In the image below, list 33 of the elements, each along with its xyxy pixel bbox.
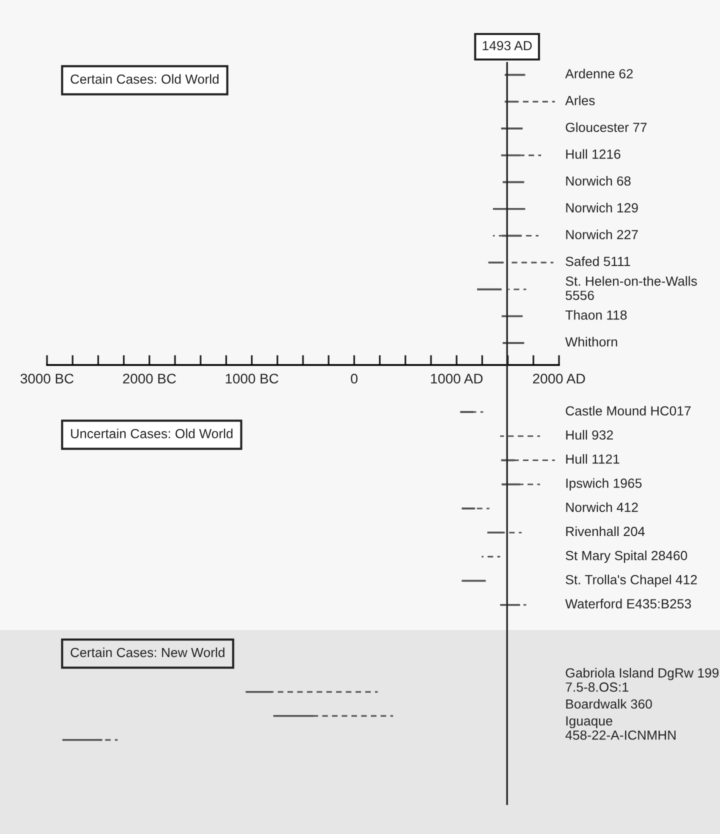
category-label: Gabriola Island DgRw 199 7.5-8.OS:1 (566, 668, 719, 692)
category-label: Rivenhall 204 (566, 526, 645, 536)
category-label: Norwich 227 (566, 230, 638, 240)
category-label: Gloucester 77 (566, 122, 647, 132)
category-label: Castle Mound HC017 (566, 406, 691, 416)
category-label: St. Helen-on-the-Walls 5556 (566, 276, 697, 300)
text: Uncertain Cases: Old World (71, 428, 232, 438)
category-label: Norwich 412 (566, 502, 638, 512)
category-label: Arles (565, 96, 595, 106)
category-label: Thaon 118 (565, 310, 627, 320)
category-label: Hull 1216 (566, 149, 620, 159)
category-label: Waterford E435:B253 (565, 598, 691, 608)
category-label: Iguaque 458-22-A-ICNMHN (565, 716, 676, 740)
category-label: Hull 932 (566, 430, 613, 440)
text: Certain Cases: Old World (70, 74, 219, 84)
category-label: Boardwalk 360 (566, 698, 652, 709)
category-label: Norwich 129 (566, 202, 638, 212)
category-label: Whithorn (565, 336, 618, 347)
category-label: Hull 1121 (566, 454, 620, 464)
category-label: St. Trolla's Chapel 412 (566, 574, 697, 587)
category-label: Safed 5111 (566, 256, 630, 266)
x-tick-label: 1000 BC (226, 374, 278, 384)
ref-line-label: 1493 AD (482, 40, 532, 50)
x-tick-label: 2000 AD (533, 374, 585, 384)
x-tick-label: 2000 BC (123, 374, 176, 384)
category-label: Ardenne 62 (565, 68, 633, 78)
category-label: St Mary Spital 28460 (566, 550, 688, 563)
x-tick-label: 0 (350, 374, 358, 384)
category-label: Norwich 68 (566, 176, 631, 186)
x-tick-label: 3000 BC (20, 374, 74, 384)
category-label: Ipswich 1965 (566, 478, 642, 491)
chart-title: Certain Cases: New World (70, 648, 224, 658)
x-tick-label: 1000 AD (431, 374, 483, 384)
